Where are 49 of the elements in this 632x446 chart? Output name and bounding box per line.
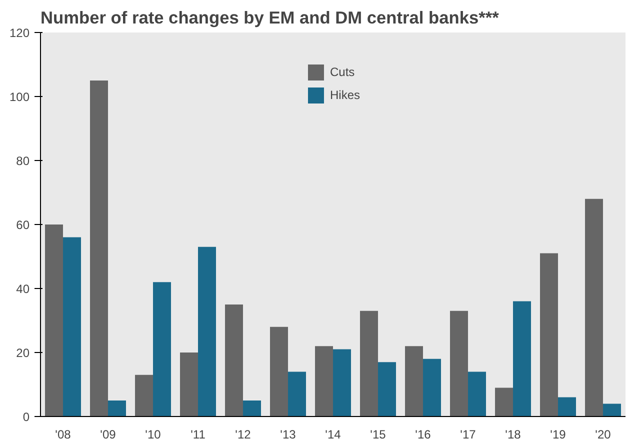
legend-label: Hikes — [330, 88, 360, 102]
bar — [468, 372, 486, 416]
x-tick-label: '19 — [550, 428, 566, 442]
bar — [315, 346, 333, 416]
x-tick-label: '12 — [235, 428, 252, 442]
x-tick-label: '09 — [100, 428, 116, 442]
x-tick-label: '17 — [460, 428, 476, 442]
bar — [585, 198, 603, 416]
bar — [513, 301, 531, 416]
bar — [495, 388, 513, 416]
x-tick-label: '08 — [55, 428, 72, 442]
bar — [90, 80, 108, 416]
bar — [558, 397, 576, 416]
bar — [603, 404, 621, 416]
bar — [270, 326, 288, 416]
y-tick-label: 80 — [16, 154, 30, 168]
bar — [180, 352, 198, 416]
bar — [243, 400, 261, 416]
x-tick-label: '13 — [280, 428, 296, 442]
bar — [405, 346, 423, 416]
bar — [108, 400, 126, 416]
x-tick-label: '16 — [415, 428, 432, 442]
bar — [198, 246, 216, 416]
y-tick-label: 40 — [16, 282, 30, 296]
y-tick-label: 0 — [22, 410, 30, 424]
x-tick-label: '20 — [595, 428, 612, 442]
x-tick-label: '18 — [505, 428, 522, 442]
legend-label: Cuts — [330, 65, 355, 79]
x-tick-label: '11 — [190, 428, 206, 442]
chart-title: Number of rate changes by EM and DM central banks*** — [40, 8, 500, 28]
x-tick-label: '14 — [325, 428, 342, 442]
bar — [333, 349, 351, 416]
bar — [360, 310, 378, 416]
x-tick-label: '15 — [370, 428, 386, 442]
y-tick-label: 60 — [16, 218, 30, 232]
y-tick-label: 120 — [9, 26, 30, 40]
x-tick-label: '10 — [145, 428, 162, 442]
bar — [225, 304, 243, 416]
bar — [45, 224, 63, 416]
bar — [288, 372, 306, 416]
y-tick-label: 20 — [16, 346, 30, 360]
y-tick-label: 100 — [9, 90, 30, 104]
bar — [153, 282, 171, 416]
bar — [540, 253, 558, 416]
bar — [378, 362, 396, 416]
bar — [423, 358, 441, 416]
bar — [450, 310, 468, 416]
bar — [63, 237, 81, 416]
bar — [135, 374, 153, 416]
